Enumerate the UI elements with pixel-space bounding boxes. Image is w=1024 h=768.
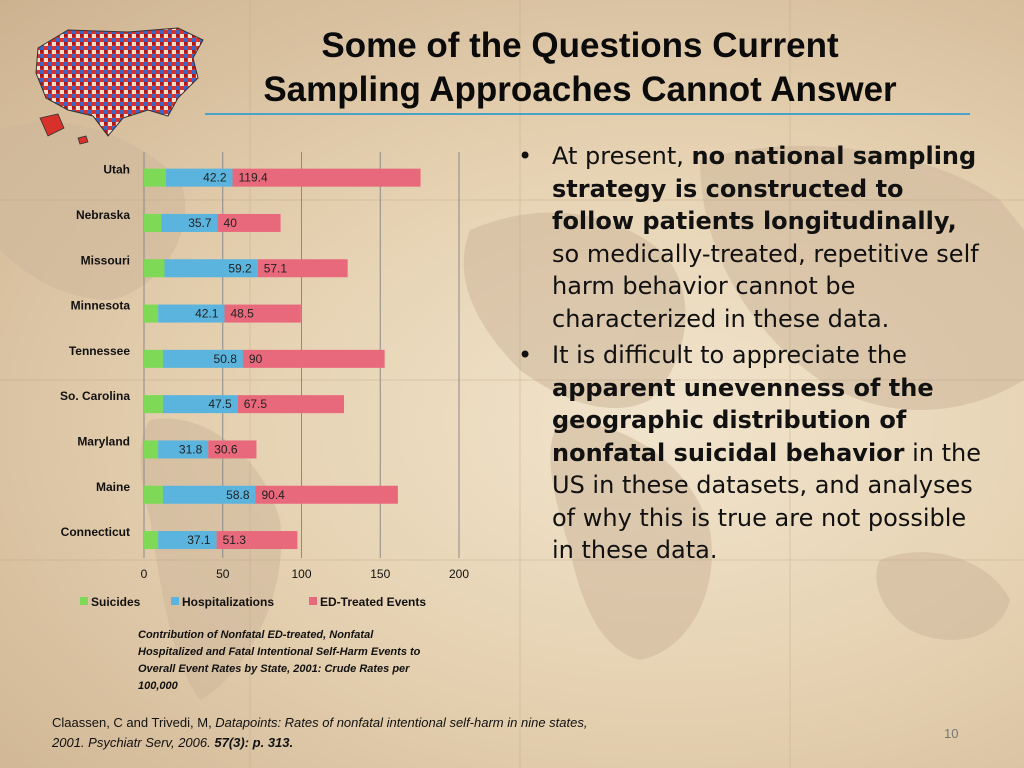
chart-bars: 42.2 119.4 35.7 40 59.2 57.1 42.1 48.5 50.8 90 47.… bbox=[144, 168, 421, 550]
bar-segment bbox=[144, 531, 159, 550]
bar-segment bbox=[232, 168, 421, 187]
title-underline bbox=[205, 113, 970, 115]
bar-segment bbox=[162, 349, 243, 368]
bullet-item: At present, no national sampling strateg… bbox=[512, 140, 982, 335]
bullet-text: At present, bbox=[552, 142, 692, 170]
bullet-list: At present, no national sampling strateg… bbox=[512, 140, 982, 571]
bar-segment bbox=[144, 213, 162, 232]
bar-segment bbox=[164, 259, 258, 278]
alaska-shape bbox=[39, 113, 65, 137]
citation-title: Datapoints: Rates of nonfatal intentiona… bbox=[52, 715, 588, 750]
data-label: 47.5 bbox=[208, 397, 232, 411]
data-label: 48.5 bbox=[230, 307, 254, 321]
bar-segment bbox=[255, 485, 398, 504]
bar-segment bbox=[162, 485, 256, 504]
legend-swatch bbox=[80, 597, 88, 605]
data-label: 90 bbox=[249, 352, 263, 366]
bar-segment bbox=[144, 168, 167, 187]
bullet-text: so medically-treated, repetitive self ha… bbox=[552, 239, 979, 333]
x-tick-label: 0 bbox=[141, 567, 148, 581]
slide-title: Some of the Questions Current Sampling A… bbox=[160, 24, 1000, 112]
legend-label: Suicides bbox=[91, 595, 141, 609]
stacked-bar-chart: 42.2 119.4 35.7 40 59.2 57.1 42.1 48.5 50.8 90 47.… bbox=[60, 152, 470, 609]
bar-segment bbox=[144, 485, 163, 504]
category-label: Nebraska bbox=[76, 208, 130, 222]
bar-segment bbox=[161, 213, 218, 232]
bar-segment bbox=[144, 395, 163, 414]
bar-segment bbox=[224, 304, 301, 323]
bar-segment bbox=[144, 304, 159, 323]
bar-segment bbox=[166, 168, 233, 187]
bar-segment bbox=[158, 304, 225, 323]
legend-label: Hospitalizations bbox=[182, 595, 274, 609]
bar-segment bbox=[158, 531, 217, 550]
hawaii-shape bbox=[77, 135, 89, 145]
data-label: 35.7 bbox=[188, 216, 212, 230]
bar-segment bbox=[257, 259, 348, 278]
data-label: 59.2 bbox=[228, 261, 252, 275]
category-label: Missouri bbox=[81, 253, 130, 267]
page-number: 10 bbox=[944, 726, 959, 741]
category-label: Maine bbox=[96, 480, 130, 494]
citation-authors: Claassen, C and Trivedi, M, bbox=[52, 715, 216, 730]
legend-swatch bbox=[171, 597, 179, 605]
data-label: 51.3 bbox=[223, 533, 247, 547]
data-label: 37.1 bbox=[187, 533, 211, 547]
bar-segment bbox=[144, 440, 159, 459]
bullet-item: It is difficult to appreciate the appare… bbox=[512, 339, 982, 567]
title-line-2: Sampling Approaches Cannot Answer bbox=[263, 70, 897, 109]
data-label: 42.1 bbox=[195, 307, 219, 321]
category-label: Maryland bbox=[77, 434, 130, 448]
bar-segment bbox=[162, 395, 238, 414]
category-label: Connecticut bbox=[61, 525, 130, 539]
data-label: 119.4 bbox=[239, 171, 268, 185]
data-label: 31.8 bbox=[179, 442, 203, 456]
data-label: 50.8 bbox=[214, 352, 238, 366]
x-tick-label: 50 bbox=[216, 567, 230, 581]
data-label: 58.8 bbox=[226, 488, 250, 502]
legend-label: ED-Treated Events bbox=[320, 595, 426, 609]
bar-segment bbox=[208, 440, 257, 459]
citation-volume: 57(3): p. 313. bbox=[214, 735, 294, 750]
bar-segment bbox=[216, 531, 298, 550]
bullet-bold-text: no national sampling strategy is constru… bbox=[552, 142, 977, 235]
bar-segment bbox=[158, 440, 209, 459]
data-label: 40 bbox=[224, 216, 238, 230]
category-label: Tennessee bbox=[69, 344, 130, 358]
x-tick-label: 200 bbox=[449, 567, 469, 581]
title-line-1: Some of the Questions Current bbox=[321, 26, 839, 65]
data-label: 42.2 bbox=[203, 171, 227, 185]
bar-segment bbox=[144, 349, 163, 368]
data-label: 90.4 bbox=[262, 488, 286, 502]
data-label: 30.6 bbox=[214, 442, 238, 456]
chart-legend: Suicides Hospitalizations ED-Treated Event… bbox=[80, 595, 426, 609]
citation: Claassen, C and Trivedi, M, Datapoints: … bbox=[52, 713, 612, 753]
continent-shape bbox=[0, 122, 186, 300]
x-tick-label: 100 bbox=[291, 567, 311, 581]
category-label: Minnesota bbox=[71, 299, 131, 313]
x-tick-label: 150 bbox=[370, 567, 390, 581]
category-labels: Utah Nebraska Missouri Minnesota Tennessee So… bbox=[60, 163, 130, 539]
bullet-text: It is difficult to appreciate the bbox=[552, 341, 907, 369]
continent-shape bbox=[876, 552, 1010, 640]
bullet-bold-text: apparent unevenness of the geographic di… bbox=[552, 373, 934, 467]
legend-swatch bbox=[309, 597, 317, 605]
category-label: So. Carolina bbox=[60, 389, 130, 403]
bar-segment bbox=[217, 213, 281, 232]
data-label: 57.1 bbox=[264, 261, 288, 275]
category-label: Utah bbox=[103, 163, 130, 177]
chart-caption: Contribution of Nonfatal ED-treated, Non… bbox=[138, 629, 421, 692]
us-map-image bbox=[35, 27, 204, 145]
us-states-shape bbox=[35, 27, 204, 137]
bar-segment bbox=[144, 259, 165, 278]
bar-segment bbox=[242, 349, 385, 368]
bullet-text: in the US in these datasets, and analyse… bbox=[552, 438, 982, 565]
bar-segment bbox=[237, 395, 345, 414]
x-axis: 0 50 100 150 200 bbox=[141, 567, 470, 581]
data-label: 67.5 bbox=[244, 397, 268, 411]
